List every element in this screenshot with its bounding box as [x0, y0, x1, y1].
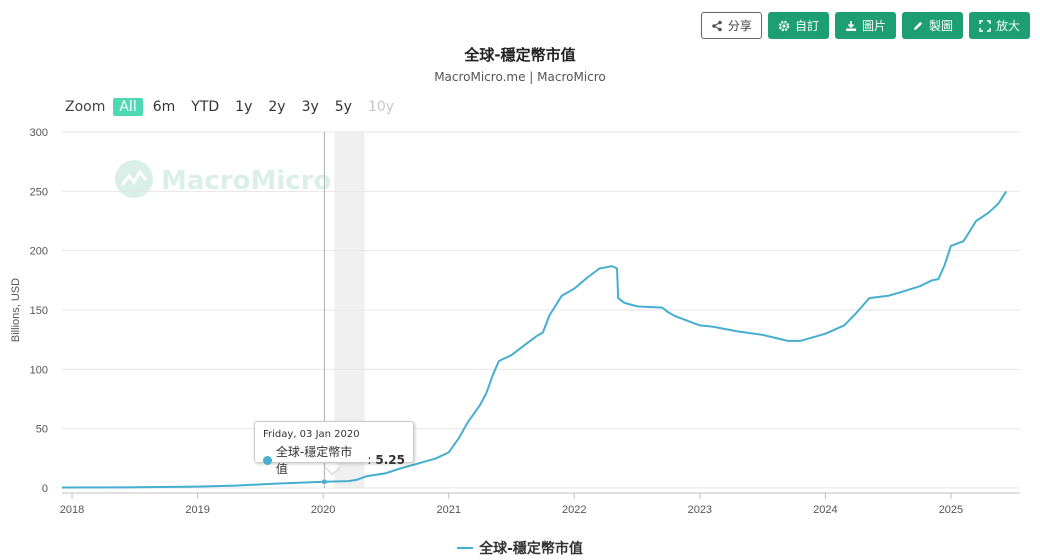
zoom-selector: Zoom All 6m YTD 1y 2y 3y 5y 10y: [65, 98, 400, 116]
expand-label: 放大: [995, 19, 1020, 33]
draw-label: 製圖: [928, 19, 953, 33]
zoom-option-1y[interactable]: 1y: [235, 99, 253, 115]
zoom-option-ytd[interactable]: YTD: [191, 99, 220, 115]
y-tick-label: 150: [30, 305, 48, 317]
x-tick-label: 2025: [939, 504, 963, 516]
legend-item-label: 全球-穩定幣市值: [479, 541, 583, 557]
tooltip-date: Friday, 03 Jan 2020: [263, 429, 360, 440]
zoom-option-10y[interactable]: 10y: [367, 99, 395, 115]
custom-label: 自訂: [794, 19, 819, 33]
y-tick-label: 50: [36, 424, 48, 436]
zoom-label: Zoom: [65, 99, 106, 115]
y-axis-title: Billions, USD: [10, 278, 22, 342]
zoom-option-all[interactable]: All: [113, 98, 143, 116]
x-tick-label: 2024: [813, 504, 837, 516]
y-tick-label: 100: [30, 364, 48, 376]
download-icon: [845, 20, 857, 32]
pencil-icon: [912, 20, 924, 32]
x-tick-label: 2021: [436, 504, 460, 516]
image-button[interactable]: 圖片: [834, 12, 896, 39]
tooltip-series-name: 全球-穩定幣市值: [275, 445, 353, 476]
y-tick-label: 300: [30, 127, 48, 139]
chart-legend[interactable]: 全球-穩定幣市值: [0, 538, 1040, 558]
x-tick-label: 2020: [311, 504, 335, 516]
share-label: 分享: [727, 19, 752, 33]
x-tick-label: 2022: [562, 504, 586, 516]
zoom-option-5y[interactable]: 5y: [334, 99, 352, 115]
zoom-option-2y[interactable]: 2y: [268, 99, 286, 115]
y-tick-label: 200: [30, 246, 48, 258]
zoom-option-3y[interactable]: 3y: [301, 99, 319, 115]
x-tick-label: 2018: [60, 504, 84, 516]
chart-subtitle: MacroMicro.me | MacroMicro: [434, 70, 606, 84]
x-tick-label: 2019: [185, 504, 209, 516]
tooltip: Friday, 03 Jan 2020 全球-穩定幣市值: 5.25: [254, 421, 414, 476]
macromicro-logo-icon: [115, 160, 153, 202]
expand-icon: [979, 19, 991, 32]
image-label: 圖片: [861, 19, 886, 33]
draw-button[interactable]: 製圖: [901, 12, 963, 39]
series-line: [61, 190, 1008, 489]
y-tick-label: 250: [30, 186, 48, 198]
share-button[interactable]: 分享: [700, 12, 762, 39]
share-icon: [711, 20, 723, 32]
custom-button[interactable]: 自訂: [767, 12, 829, 39]
legend-swatch: [457, 547, 474, 549]
tooltip-value: 5.25: [375, 453, 405, 467]
chart-title: 全球-穩定幣市值: [464, 46, 576, 64]
x-tick-label: 2023: [688, 504, 712, 516]
expand-button[interactable]: 放大: [968, 12, 1030, 39]
chart-toolbar: 分享 自訂 圖片 製圖 放大: [700, 12, 1030, 39]
y-tick-label: 0: [42, 483, 48, 495]
zoom-option-6m[interactable]: 6m: [152, 99, 176, 115]
tooltip-series-dot: [263, 455, 272, 465]
gear-icon: [778, 20, 790, 32]
